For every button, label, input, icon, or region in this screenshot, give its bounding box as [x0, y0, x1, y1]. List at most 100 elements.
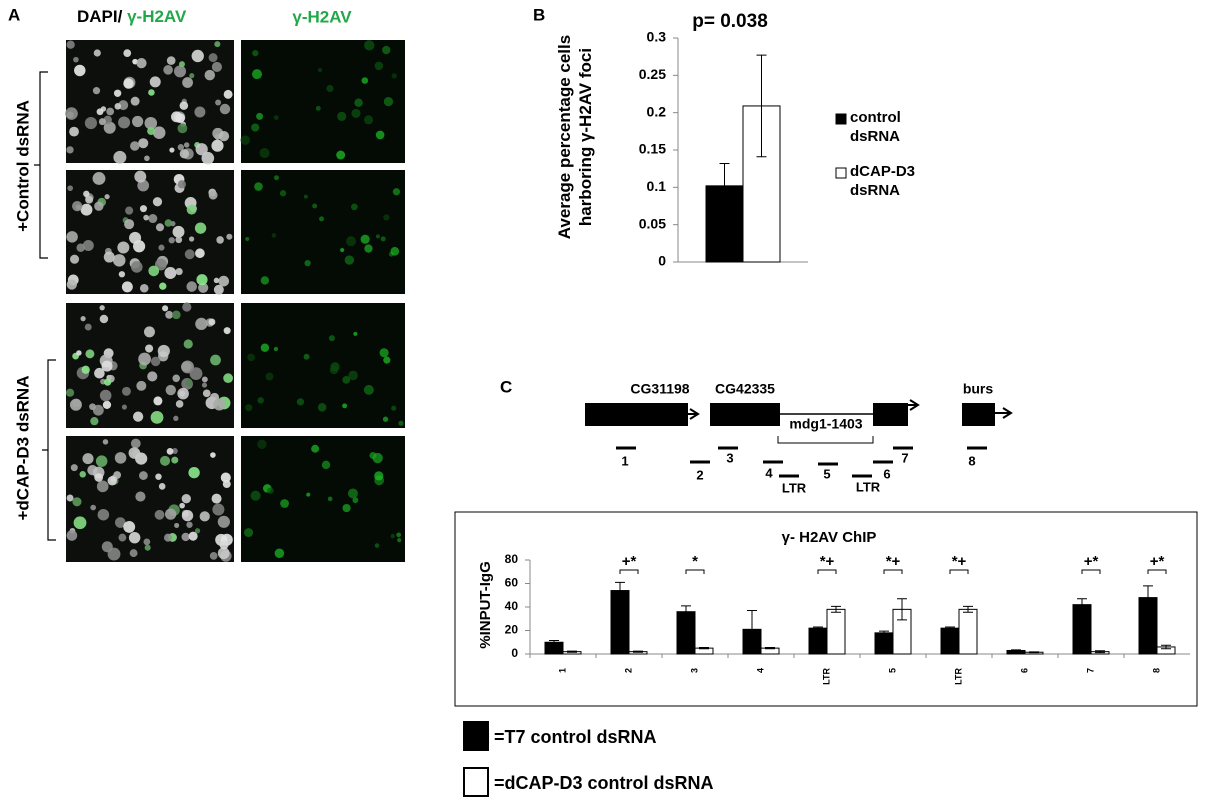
cell: [186, 281, 197, 292]
cell: [155, 473, 162, 480]
cell: [195, 143, 208, 156]
row-bracket: [34, 71, 48, 259]
cell: [216, 236, 224, 244]
cell: [169, 147, 175, 153]
cell: [198, 282, 209, 293]
cell: [128, 531, 141, 544]
cell: [106, 107, 115, 116]
cell: [217, 547, 230, 560]
cell: [121, 281, 133, 293]
cell: [364, 40, 375, 51]
cell: [158, 244, 165, 251]
significance-label: *+: [820, 553, 835, 570]
cell: [372, 452, 383, 464]
cell: [80, 203, 93, 216]
cell: [147, 371, 158, 382]
panel-letter: A: [8, 5, 20, 24]
significance-label: *+: [952, 553, 967, 570]
cell: [65, 107, 78, 120]
x-tick-label: 5: [887, 668, 897, 673]
cell: [361, 77, 369, 84]
cell: [101, 360, 113, 372]
cell: [208, 318, 216, 326]
cell: [139, 283, 149, 293]
cell: [251, 69, 263, 80]
cell: [247, 353, 256, 362]
cell: [363, 115, 374, 125]
cell: [103, 251, 115, 263]
cell: [144, 155, 150, 162]
cell: [337, 111, 347, 121]
cell: [317, 403, 327, 412]
cell: [102, 439, 109, 445]
cell: [65, 388, 75, 397]
arrow-head: [1002, 407, 1013, 419]
cell: [342, 503, 351, 513]
cell: [188, 531, 198, 541]
primer-label: 7: [901, 450, 908, 465]
cell: [196, 274, 208, 286]
x-tick-label: 2: [623, 668, 633, 673]
cell: [185, 379, 193, 387]
micrograph-background: [66, 40, 234, 163]
cell: [379, 348, 389, 358]
cell: [121, 386, 131, 396]
cell: [336, 150, 346, 160]
cell: [220, 472, 231, 483]
cell: [139, 471, 148, 480]
micrograph: [241, 436, 405, 562]
cell: [74, 64, 86, 77]
cell: [391, 405, 397, 411]
cell: [346, 236, 357, 247]
bar: [826, 608, 846, 655]
cell: [130, 438, 141, 449]
cell: [123, 49, 132, 57]
cell: [303, 194, 308, 199]
cell: [210, 452, 216, 458]
cell: [182, 302, 192, 312]
cell: [171, 111, 182, 123]
row-label: +Control dsRNA: [13, 100, 32, 232]
primer-label: 6: [883, 466, 890, 481]
exon-box: [962, 403, 995, 426]
cell: [66, 279, 77, 290]
cell: [312, 203, 318, 209]
cell: [344, 255, 355, 265]
cell: [113, 471, 122, 479]
cell: [273, 346, 279, 352]
primer-label: LTR: [856, 479, 881, 494]
primer-label: 3: [726, 450, 733, 465]
gene-label: CG31198: [630, 381, 689, 397]
cell: [194, 106, 206, 118]
significance-label: +*: [1150, 553, 1165, 570]
cell: [118, 533, 127, 542]
cell: [254, 182, 263, 191]
cell: [72, 200, 83, 212]
error-bar: [549, 639, 559, 645]
cell: [398, 420, 404, 426]
cell: [364, 244, 373, 253]
cell: [311, 444, 320, 453]
cell: [90, 417, 99, 426]
cell: [219, 540, 229, 550]
cell: [194, 528, 201, 534]
cell: [202, 389, 211, 398]
cell: [250, 490, 261, 501]
cell: [103, 378, 112, 386]
cell: [123, 78, 134, 89]
error-bar: [765, 647, 775, 650]
significance-label: +*: [622, 553, 637, 570]
cell: [82, 240, 94, 252]
cell: [72, 497, 82, 507]
y-tick-label: 0.2: [647, 103, 667, 119]
error-bar: [747, 610, 757, 649]
cell: [223, 89, 233, 99]
bar: [874, 632, 894, 655]
cell: [274, 548, 285, 559]
cell: [113, 89, 122, 97]
cell: [375, 130, 385, 140]
x-tick-label: 7: [1085, 668, 1095, 673]
cell: [143, 326, 155, 338]
cell: [317, 67, 323, 73]
y-tick-label: 20: [505, 623, 519, 637]
